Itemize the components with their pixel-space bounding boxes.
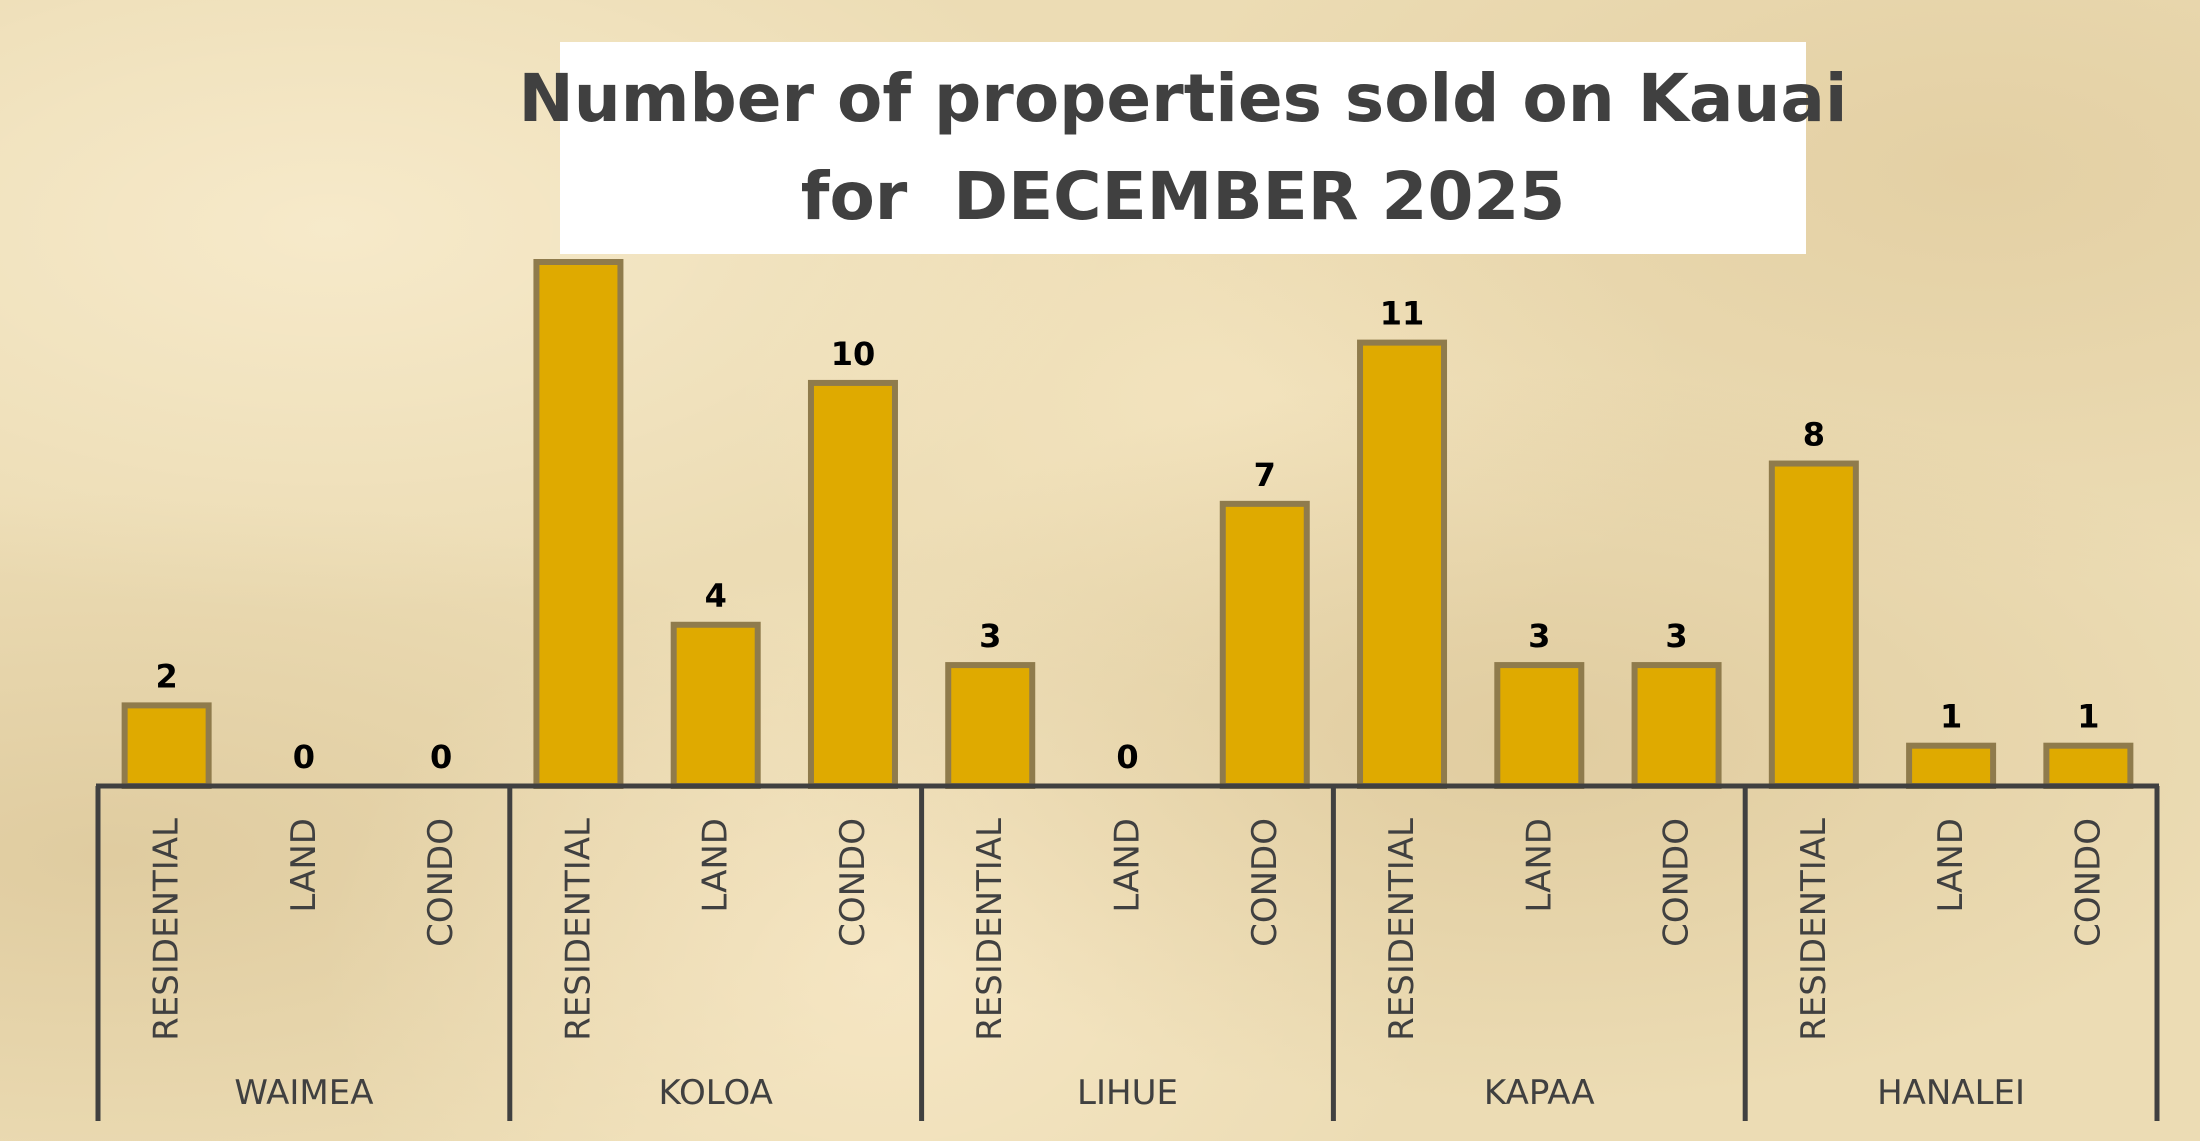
data-label: 3 xyxy=(1528,617,1550,655)
chart-title-line-2: for DECEMBER 2025 xyxy=(800,158,1566,235)
tick-label-land: LAND xyxy=(1519,818,1559,913)
tick-label-condo: CONDO xyxy=(1245,818,1285,947)
tick-label-land: LAND xyxy=(1108,818,1148,913)
chart-title-line-1: Number of properties sold on Kauai xyxy=(518,60,1848,137)
group-label-kapaa: KAPAA xyxy=(1484,1073,1595,1113)
data-label: 0 xyxy=(1116,738,1138,776)
data-label: 7 xyxy=(1254,456,1276,494)
bar-koloa-land xyxy=(670,621,761,789)
bar-hanalei-land xyxy=(1906,742,1997,790)
tick-label-condo: CONDO xyxy=(421,818,461,947)
group-label-hanalei: HANALEI xyxy=(1877,1073,2025,1113)
bar-kapaa-residential xyxy=(1357,339,1448,789)
data-label: 10 xyxy=(831,335,876,373)
bar-hanalei-residential xyxy=(1768,460,1859,789)
tick-label-residential: RESIDENTIAL xyxy=(970,818,1010,1041)
data-label: 11 xyxy=(1380,295,1425,333)
tick-label-condo: CONDO xyxy=(1657,818,1697,947)
data-label: 0 xyxy=(430,738,452,776)
data-label: 1 xyxy=(1940,698,1962,736)
bar-kapaa-condo xyxy=(1631,662,1722,789)
tick-label-residential: RESIDENTIAL xyxy=(147,818,187,1041)
chart-title: Number of properties sold on Kauai for D… xyxy=(518,42,1848,254)
data-label: 0 xyxy=(293,738,315,776)
tick-label-condo: CONDO xyxy=(2068,818,2108,947)
data-label: 1 xyxy=(2077,698,2099,736)
data-label: 2 xyxy=(156,657,178,695)
bar-kapaa-land xyxy=(1494,662,1585,789)
group-label-waimea: WAIMEA xyxy=(234,1073,373,1113)
tick-label-land: LAND xyxy=(284,818,324,913)
bar-koloa-condo xyxy=(807,379,898,789)
bar-lihue-residential xyxy=(945,662,1036,789)
bar-waimea-residential xyxy=(121,702,212,790)
tick-label-residential: RESIDENTIAL xyxy=(1382,818,1422,1041)
tick-label-residential: RESIDENTIAL xyxy=(1794,818,1834,1041)
bar-hanalei-condo xyxy=(2043,742,2134,790)
data-label: 3 xyxy=(1665,617,1687,655)
data-label: 3 xyxy=(979,617,1001,655)
group-label-koloa: KOLOA xyxy=(659,1073,773,1113)
bar-lihue-condo xyxy=(1219,500,1310,789)
tick-label-land: LAND xyxy=(696,818,736,913)
bar-koloa-residential xyxy=(533,259,624,789)
tick-label-land: LAND xyxy=(1931,818,1971,913)
tick-label-condo: CONDO xyxy=(833,818,873,947)
data-label: 4 xyxy=(705,577,727,615)
group-label-lihue: LIHUE xyxy=(1077,1073,1178,1113)
tick-label-residential: RESIDENTIAL xyxy=(558,818,598,1041)
data-label: 8 xyxy=(1803,416,1825,454)
